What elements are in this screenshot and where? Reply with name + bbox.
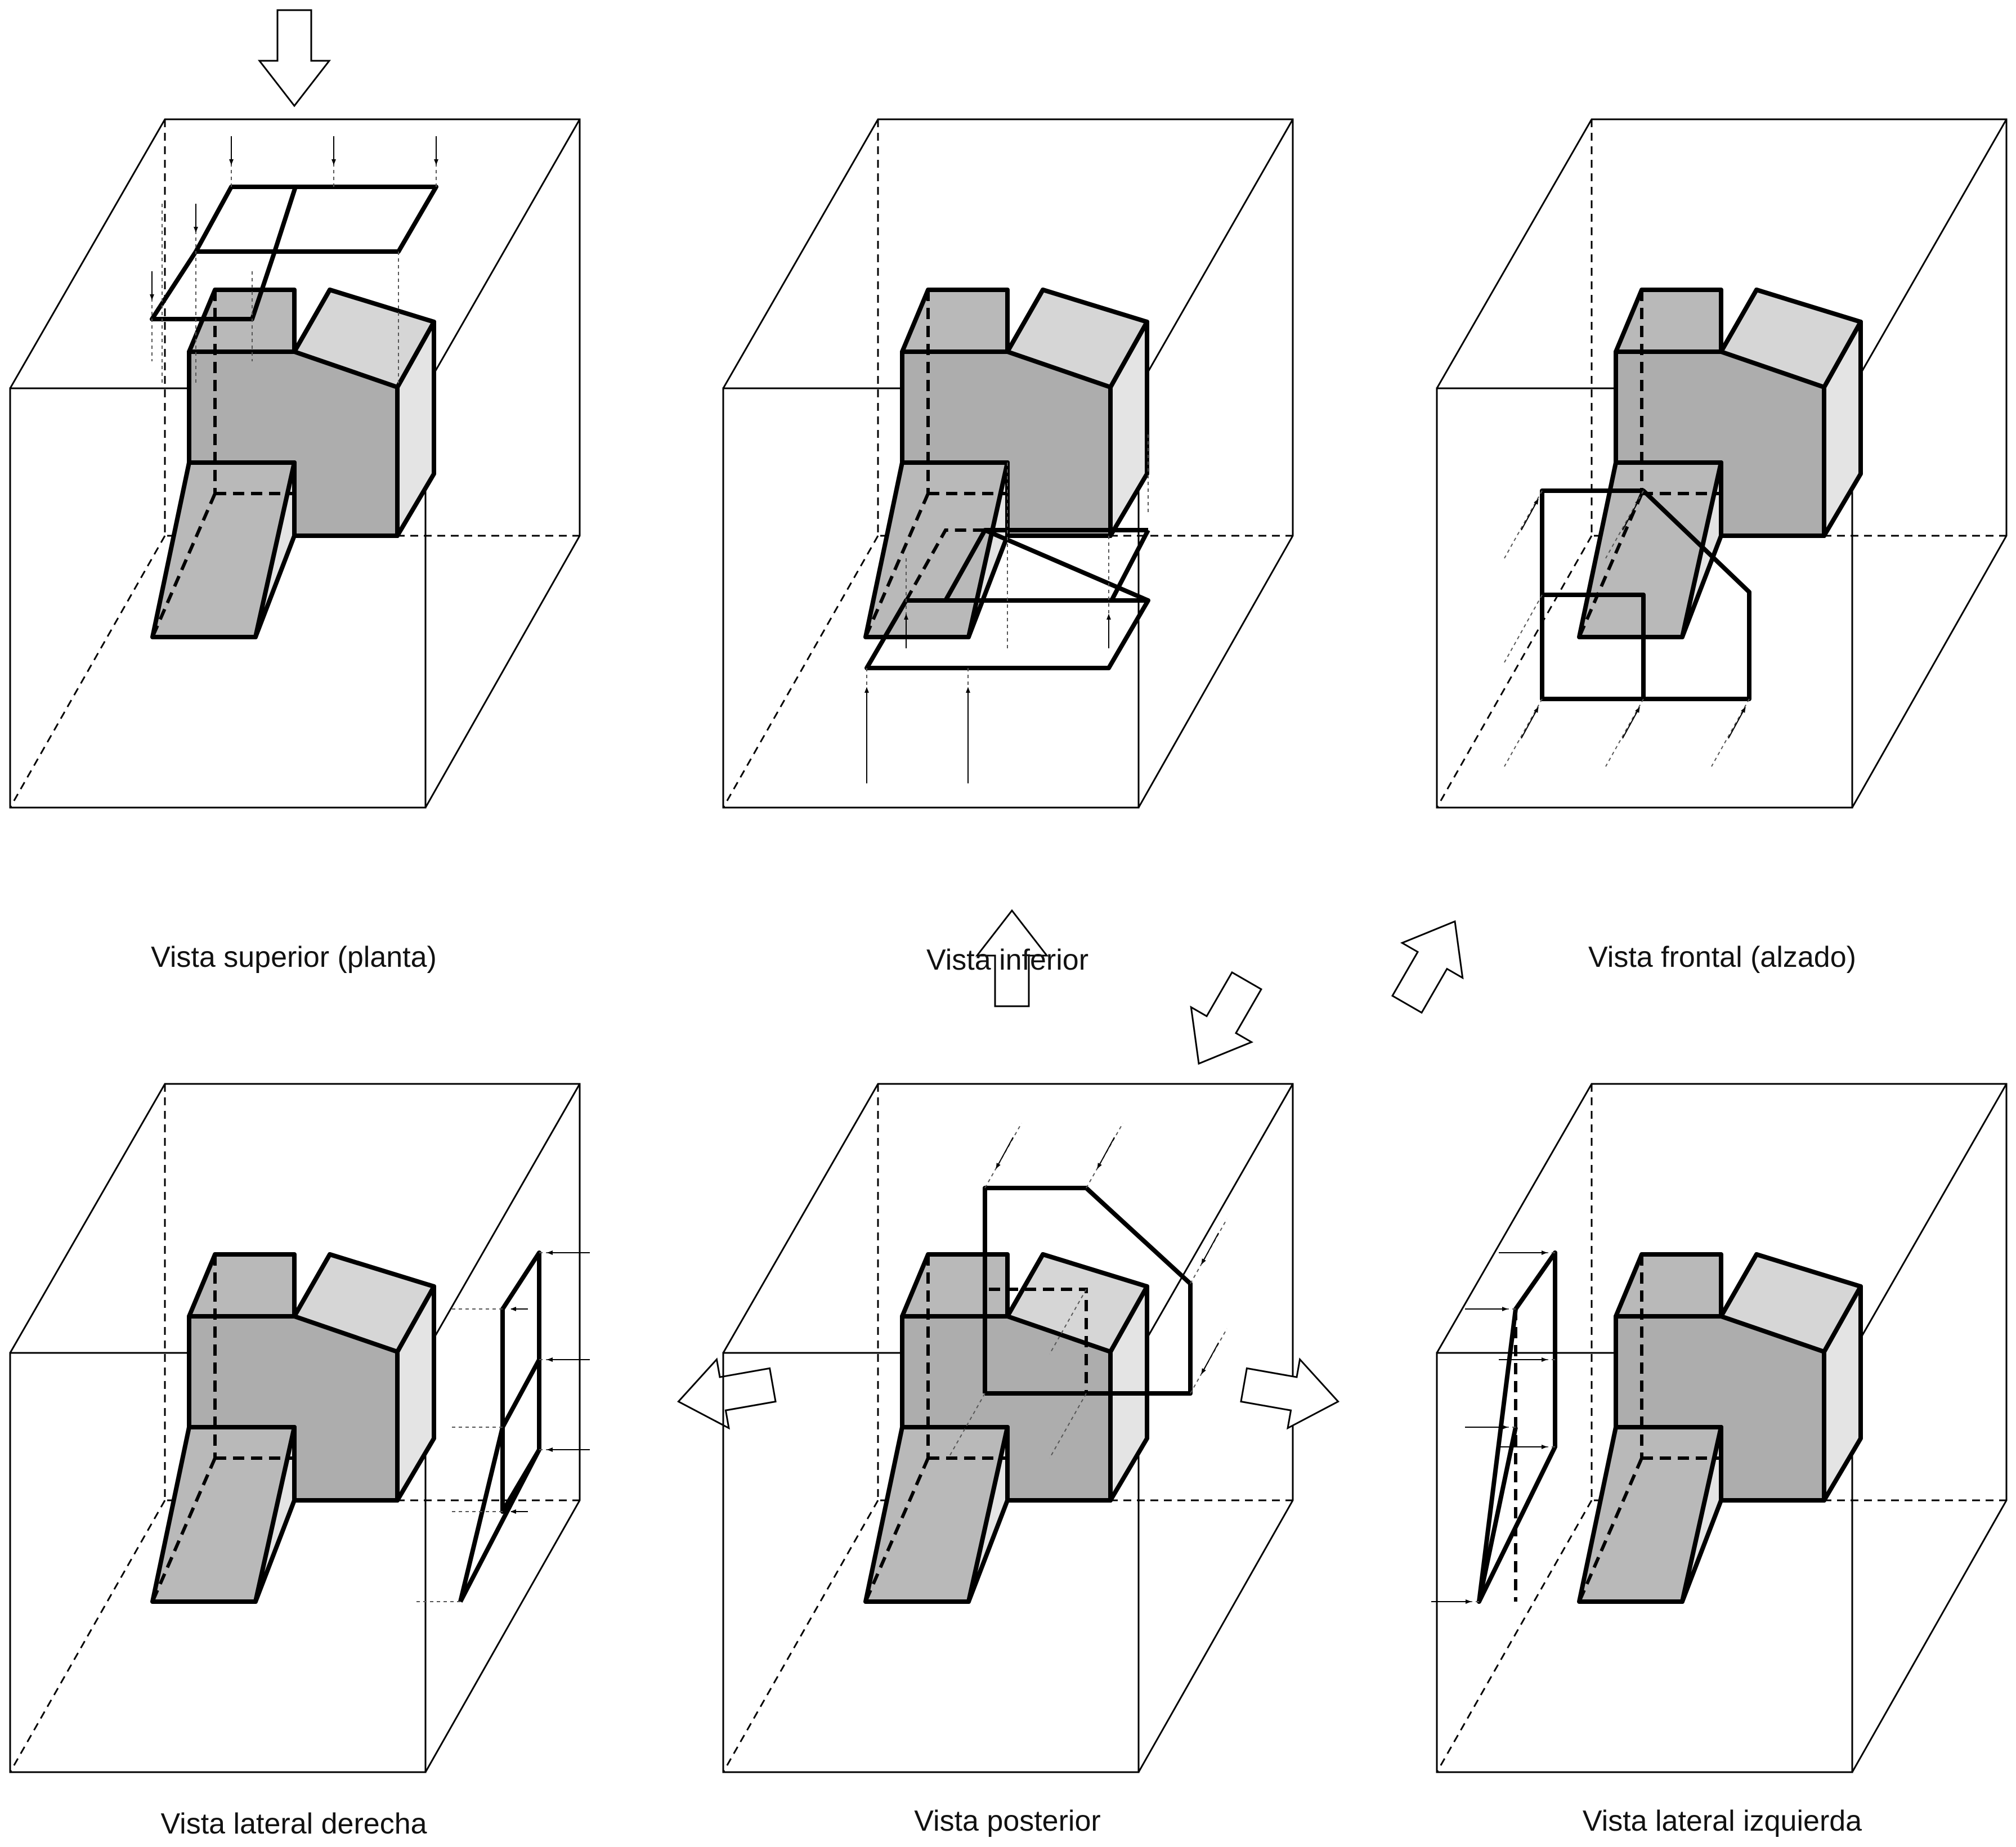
view-direction-arrow-icon — [258, 9, 330, 107]
view-direction-arrow-icon — [1376, 903, 1486, 1023]
view-direction-arrow-icon — [1237, 1350, 1345, 1437]
view-panel-top — [9, 118, 581, 809]
view-panel-left — [1431, 1083, 2008, 1773]
caption-back-view: Vista posterior — [914, 1805, 1100, 1837]
caption-top-view: Vista superior (planta) — [151, 941, 437, 974]
caption-bottom-view: Vista inferior — [926, 944, 1088, 976]
caption-front-view: Vista frontal (alzado) — [1588, 941, 1856, 974]
view-direction-arrow-icon — [1167, 962, 1278, 1082]
caption-right-view: Vista lateral derecha — [160, 1808, 427, 1840]
caption-left-view: Vista lateral izquierda — [1583, 1805, 1862, 1837]
view-direction-arrow-icon — [671, 1350, 780, 1437]
view-panel-front — [1436, 118, 2008, 809]
view-panel-back — [722, 1083, 1294, 1773]
view-panel-bottom — [722, 118, 1294, 809]
view-panel-right — [9, 1083, 590, 1773]
